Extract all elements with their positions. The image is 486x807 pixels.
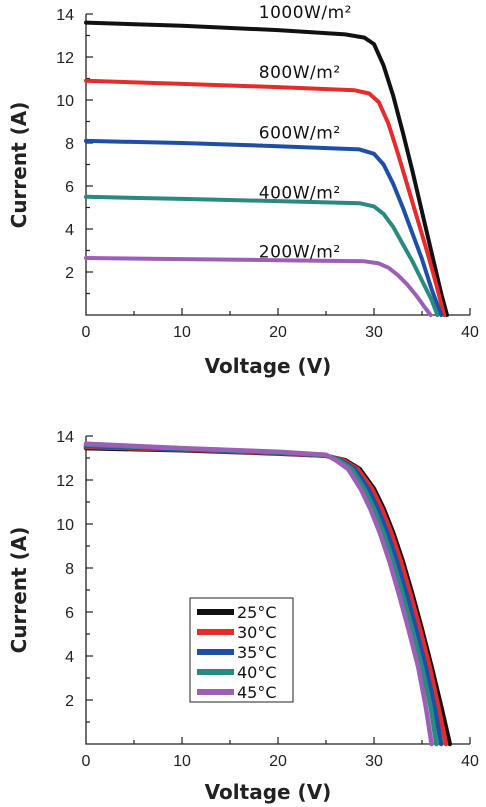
chart1-series	[84, 20, 449, 317]
chart2-x-axis-title: Voltage (V)	[205, 780, 332, 804]
series-line	[84, 194, 440, 317]
chart2-y-axis-title: Current (A)	[7, 527, 31, 654]
series-line	[84, 138, 444, 317]
curve-label: 1000W/m²	[259, 3, 352, 23]
y-tick-label: 14	[56, 7, 74, 24]
curve-label: 800W/m²	[259, 63, 341, 83]
series-line	[84, 256, 433, 317]
y-tick-label: 6	[65, 605, 74, 622]
x-tick-label: 40	[461, 324, 479, 341]
chart1-axis-frame	[85, 14, 470, 316]
irradiance-iv-chart: 2 4 6 8 10 12 14 0 10 20 30 40 1000W/m² 800W/m² 600W…	[7, 3, 479, 378]
y-tick-label: 6	[65, 179, 74, 196]
y-tick-label: 12	[56, 50, 74, 67]
y-tick-label: 10	[56, 517, 74, 534]
x-tick-label: 0	[82, 753, 91, 770]
chart1-x-ticks: 0 10 20 30 40	[82, 308, 479, 341]
series-line	[84, 20, 449, 317]
x-tick-label: 10	[173, 753, 191, 770]
chart2-x-ticks: 0 10 20 30 40	[82, 737, 479, 770]
x-tick-label: 20	[269, 753, 287, 770]
curve-label: 400W/m²	[259, 184, 341, 204]
x-tick-label: 0	[82, 324, 91, 341]
chart1-curve-labels: 1000W/m² 800W/m² 600W/m² 400W/m² 200W/m²	[259, 3, 352, 263]
legend-label: 40°C	[237, 663, 277, 682]
y-tick-label: 8	[65, 561, 74, 578]
legend-label: 30°C	[237, 623, 277, 642]
curve-label: 600W/m²	[259, 123, 341, 143]
y-tick-label: 12	[56, 473, 74, 490]
x-tick-label: 20	[269, 324, 287, 341]
chart2-y-ticks: 2 4 6 8 10 12 14	[56, 429, 93, 723]
temperature-iv-chart: 2 4 6 8 10 12 14 0 10 20 30 40 25°C30°C35°C40°C45°…	[7, 429, 479, 804]
y-tick-label: 4	[65, 222, 74, 239]
y-tick-label: 8	[65, 136, 74, 153]
chart1-y-axis-title: Current (A)	[7, 102, 31, 229]
y-tick-label: 2	[65, 693, 74, 710]
y-tick-label: 4	[65, 649, 74, 666]
series-line	[84, 78, 447, 317]
curve-label: 200W/m²	[259, 243, 341, 263]
chart2-series	[83, 441, 453, 747]
x-tick-label: 10	[173, 324, 191, 341]
x-tick-label: 40	[461, 753, 479, 770]
y-tick-label: 2	[65, 265, 74, 282]
series-line	[83, 441, 434, 747]
y-tick-label: 10	[56, 93, 74, 110]
chart2-legend: 25°C30°C35°C40°C45°C	[189, 597, 294, 703]
chart2-axis-frame	[85, 436, 470, 745]
legend-label: 25°C	[237, 603, 277, 622]
x-tick-label: 30	[365, 753, 383, 770]
chart1-x-axis-title: Voltage (V)	[205, 354, 332, 378]
legend-label: 45°C	[237, 683, 277, 702]
y-tick-label: 14	[56, 429, 74, 446]
legend-label: 35°C	[237, 643, 277, 662]
x-tick-label: 30	[365, 324, 383, 341]
chart1-y-ticks: 2 4 6 8 10 12 14	[56, 7, 93, 295]
